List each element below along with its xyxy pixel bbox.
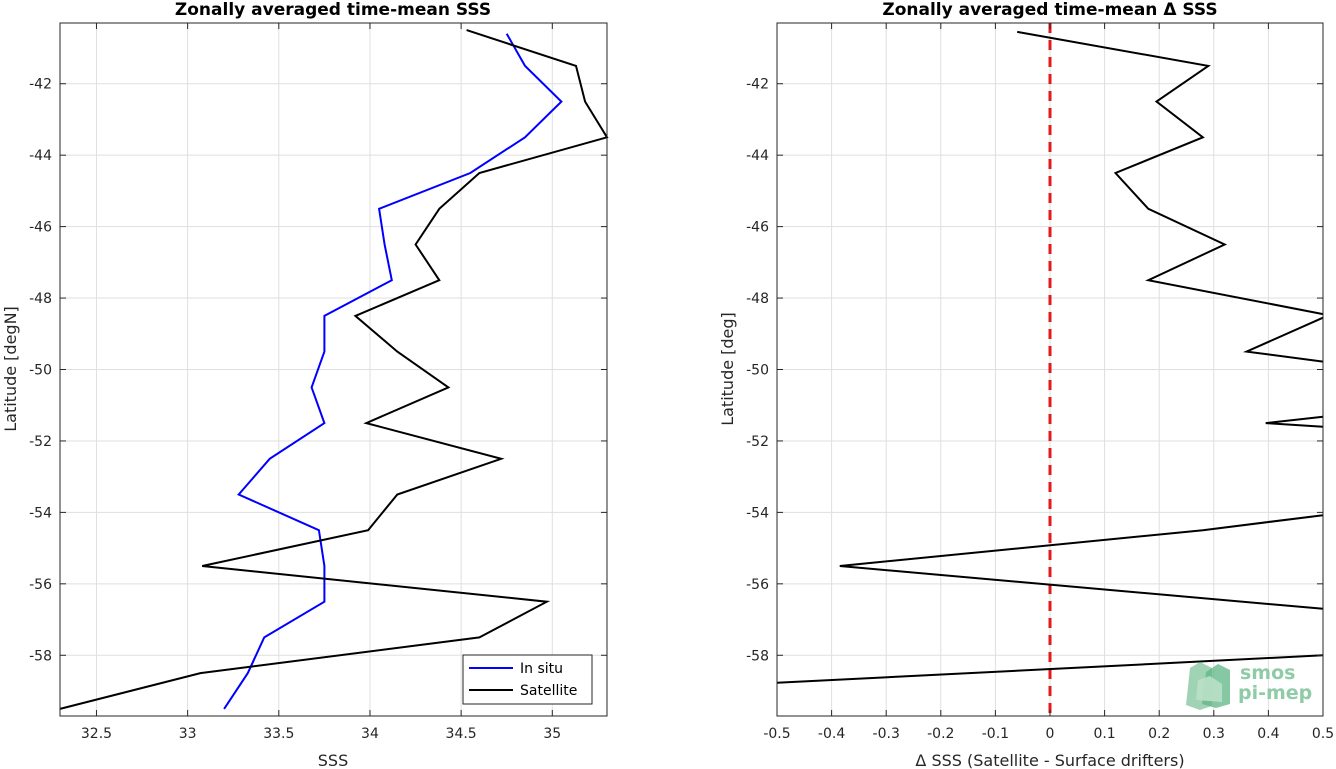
delta-sss-y-tick-label: -44: [746, 148, 769, 164]
delta-sss-x-tick-label: -0.2: [927, 726, 954, 742]
delta-sss-series-delta-segment-1: [1242, 316, 1324, 363]
delta-sss-chart-title: Zonally averaged time-mean Δ SSS: [882, 0, 1217, 20]
sss-legend: In situ Satellite: [462, 654, 593, 705]
delta-sss-series-delta-segment-3: [839, 514, 1324, 610]
delta-sss-y-tick-label: -42: [746, 77, 769, 93]
sss-y-tick-label: -50: [29, 363, 52, 379]
legend-satellite-label: Satellite: [520, 683, 577, 699]
delta-sss-y-tick-label: -48: [746, 291, 769, 307]
sss-y-tick-label: -52: [29, 434, 52, 450]
sss-x-tick-label: 33: [179, 726, 197, 742]
delta-sss-y-tick-label: -52: [746, 434, 769, 450]
delta-sss-grid: [776, 23, 1324, 716]
delta-sss-y-tick-label: -56: [746, 577, 769, 593]
sss-y-tick-label: -44: [29, 148, 52, 164]
delta-sss-y-tick-label: -58: [746, 648, 769, 664]
delta-sss-x-tick-label: -0.4: [818, 726, 845, 742]
logo-text-pi-mep: pi-mep: [1238, 682, 1312, 704]
delta-sss-ticks: -0.5 -0.4 -0.3 -0.2 -0.1 0 0.1 0.2 0.3 0.4 0.5 -42 -…: [746, 23, 1334, 742]
delta-sss-x-tick-label: 0.4: [1257, 726, 1279, 742]
delta-sss-x-tick-label: -0.1: [982, 726, 1009, 742]
delta-sss-series-delta-segment-4: [776, 654, 1324, 684]
delta-sss-x-tick-label: 0.5: [1312, 726, 1334, 742]
delta-sss-series: [776, 23, 1324, 716]
sss-ticks: 32.5 33 33.5 34 34.5 35 -42 -44 -46 -48 -50 -52 -54 -…: [29, 23, 607, 742]
sss-y-tick-label: -56: [29, 577, 52, 593]
sss-x-tick-label: 32.5: [81, 726, 112, 742]
sss-series-satellite: [59, 29, 609, 710]
delta-sss-y-axis-label: Latitude [deg]: [718, 312, 737, 426]
delta-sss-y-tick-label: -54: [746, 505, 769, 521]
delta-sss-y-tick-label: -50: [746, 363, 769, 379]
delta-sss-x-tick-label: -0.3: [873, 726, 900, 742]
delta-sss-x-tick-label: 0.3: [1203, 726, 1225, 742]
delta-sss-series-delta-segment-0: [1017, 30, 1324, 316]
delta-sss-y-tick-label: -46: [746, 220, 769, 236]
legend-box: [462, 654, 593, 705]
sss-x-tick-label: 34: [361, 726, 379, 742]
sss-y-tick-label: -42: [29, 77, 52, 93]
sss-y-tick-label: -58: [29, 648, 52, 664]
sss-y-tick-label: -46: [29, 220, 52, 236]
sss-series: [59, 29, 609, 710]
delta-sss-x-tick-label: 0: [1046, 726, 1055, 742]
sss-x-axis-label: SSS: [318, 751, 348, 769]
logo-wave-icon: [1186, 662, 1230, 710]
logo-text-smos: smos: [1240, 662, 1295, 684]
legend-in-situ-label: In situ: [520, 661, 563, 677]
sss-x-tick-label: 34.5: [446, 726, 477, 742]
sss-panel: 32.5 33 33.5 34 34.5 35 -42 -44 -46 -48 -50 -52 -54 -…: [1, 0, 609, 769]
smos-pi-mep-logo: smos pi-mep: [1186, 662, 1312, 710]
sss-chart-title: Zonally averaged time-mean SSS: [175, 0, 491, 20]
sss-series-in-situ: [223, 33, 563, 710]
sss-y-tick-label: -48: [29, 291, 52, 307]
delta-sss-x-axis-label: Δ SSS (Satellite - Surface drifters): [915, 751, 1184, 769]
delta-sss-series-delta-segment-2: [1265, 415, 1324, 428]
sss-x-tick-label: 33.5: [263, 726, 294, 742]
sss-x-tick-label: 35: [543, 726, 561, 742]
sss-y-tick-label: -54: [29, 505, 52, 521]
delta-sss-x-tick-label: -0.5: [763, 726, 790, 742]
delta-sss-x-tick-label: 0.2: [1148, 726, 1170, 742]
delta-sss-x-tick-label: 0.1: [1093, 726, 1115, 742]
sss-y-axis-label: Latitude [degN]: [1, 306, 20, 432]
delta-sss-panel: smos pi-mep -0.5 -0.4 -0.3 -0.2 -0.1 0 0.1 0.2 0…: [718, 0, 1334, 769]
